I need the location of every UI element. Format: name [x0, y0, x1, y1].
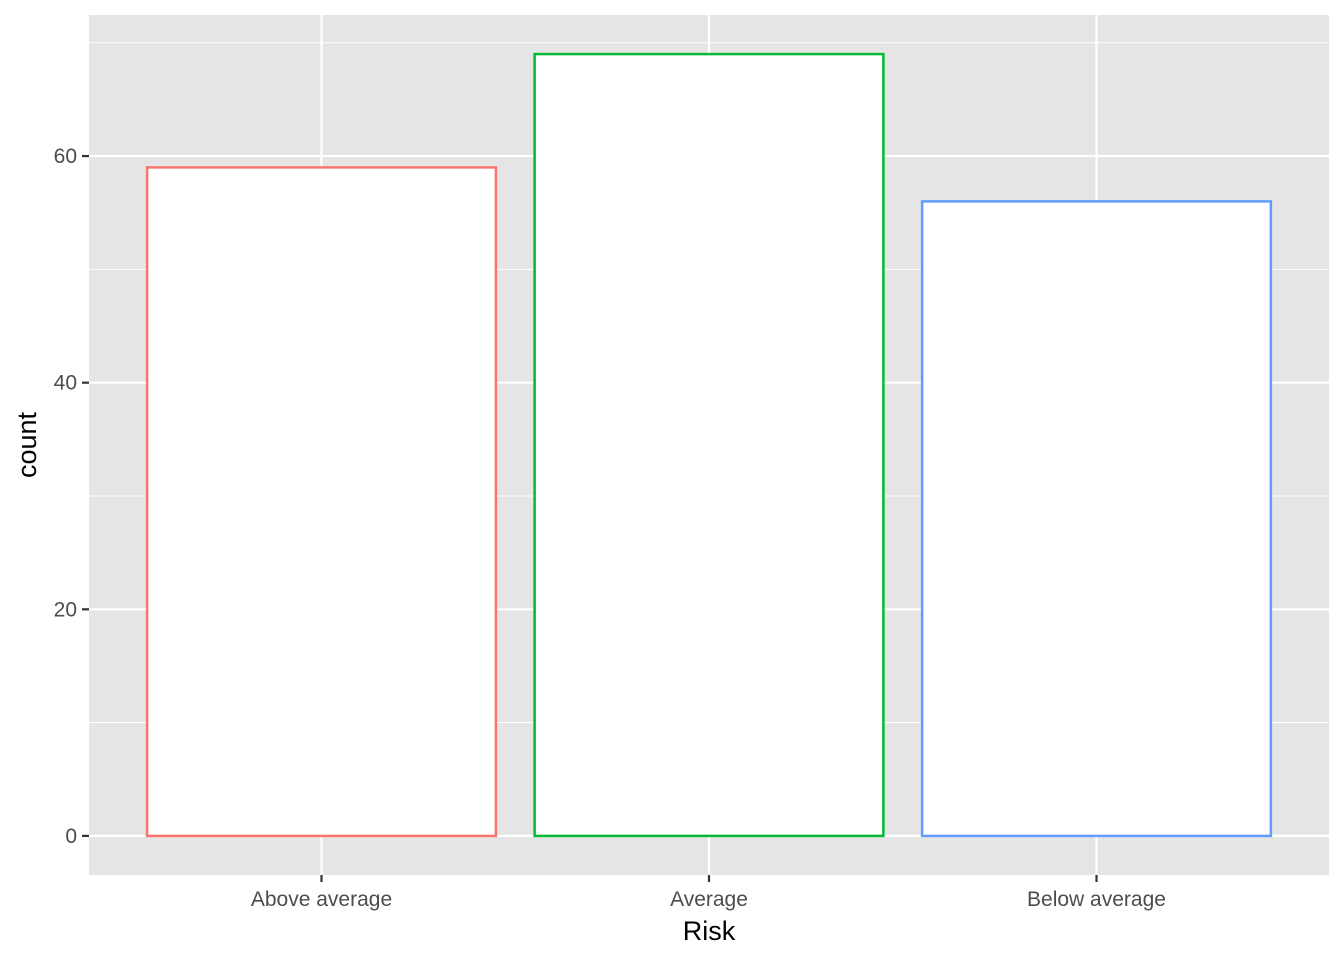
y-tick-label: 60	[54, 145, 77, 168]
bars	[145, 52, 1273, 838]
bar-below-average	[920, 200, 1273, 838]
x-tick-label: Above average	[251, 888, 392, 911]
bar-above-average	[145, 166, 498, 838]
x-tick-label: Below average	[1027, 888, 1166, 911]
y-tick-label: 20	[54, 598, 77, 621]
x-axis: Above average Average Below average	[251, 875, 1166, 911]
y-tick-label: 0	[65, 825, 77, 848]
y-tick-label: 40	[54, 372, 77, 395]
x-tick-label: Average	[670, 888, 748, 911]
y-axis: 0 20 40 60	[54, 145, 89, 848]
x-axis-title: Risk	[683, 916, 736, 946]
y-axis-title: count	[12, 411, 42, 478]
bar-average	[533, 52, 885, 838]
